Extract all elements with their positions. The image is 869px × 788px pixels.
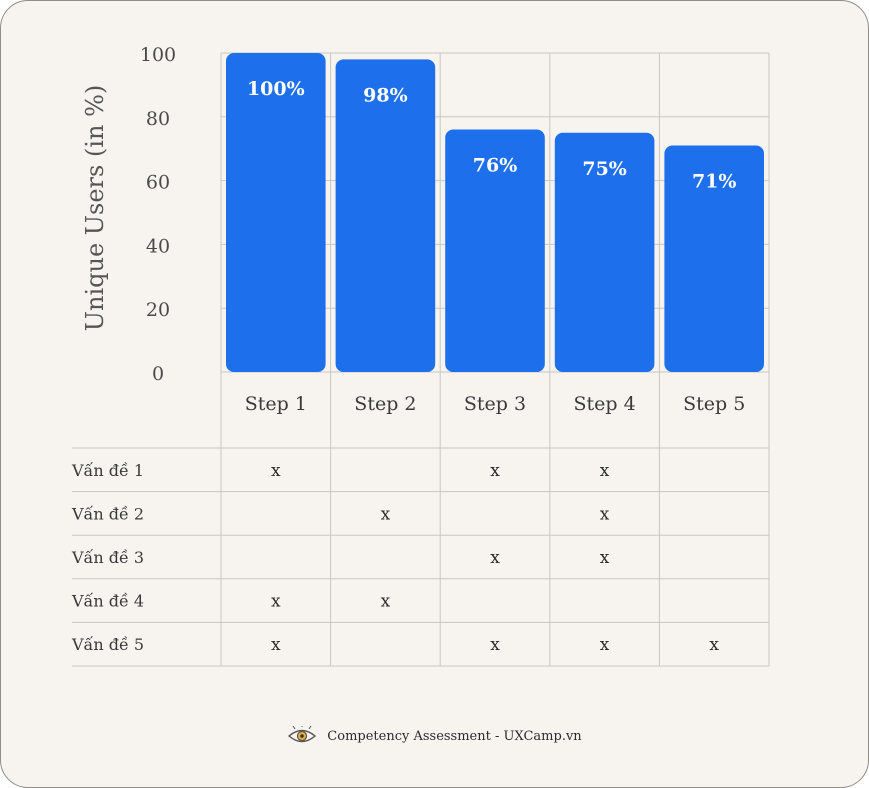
issue-row-label: Vấn đề 3	[71, 548, 144, 567]
bar	[664, 145, 764, 372]
issue-mark: x	[490, 548, 500, 568]
y-tick-label: 0	[152, 363, 164, 385]
y-tick-label: 60	[146, 172, 170, 194]
category-label: Step 4	[574, 393, 636, 415]
issue-mark: x	[271, 592, 281, 612]
issue-row-label: Vấn đề 1	[71, 461, 144, 480]
category-label: Step 3	[464, 393, 526, 415]
y-tick-label: 20	[146, 299, 170, 321]
category-label: Step 1	[245, 393, 307, 415]
bar-value-label: 71%	[692, 171, 737, 193]
category-label: Step 2	[354, 393, 416, 415]
category-label: Step 5	[683, 393, 745, 415]
bar	[335, 59, 436, 372]
issue-mark: x	[271, 635, 281, 655]
footer: Competency Assessment - UXCamp.vn	[0, 723, 869, 749]
issue-mark: x	[709, 635, 719, 655]
issue-row-label: Vấn đề 4	[71, 592, 144, 611]
issue-mark: x	[600, 548, 610, 568]
y-tick-label: 100	[140, 44, 176, 66]
y-tick-label: 40	[146, 235, 170, 257]
y-tick-label: 80	[146, 108, 170, 130]
issue-mark: x	[490, 461, 500, 481]
issue-mark: x	[600, 504, 610, 524]
bar-value-label: 75%	[582, 158, 627, 180]
bar	[554, 132, 655, 372]
issue-row-label: Vấn đề 5	[71, 635, 144, 654]
eye-logo-icon	[288, 726, 317, 743]
issue-mark: x	[600, 635, 610, 655]
bar-value-label: 100%	[247, 78, 305, 100]
footer-text: Competency Assessment - UXCamp.vn	[327, 728, 582, 744]
issue-row-label: Vấn đề 2	[71, 504, 144, 523]
bar-value-label: 98%	[363, 84, 408, 106]
issue-mark: x	[600, 461, 610, 481]
issue-mark: x	[381, 592, 391, 612]
bar	[226, 53, 326, 372]
y-axis-label: Unique Users (in %)	[81, 85, 109, 331]
issue-mark: x	[381, 504, 391, 524]
issue-mark: x	[271, 461, 281, 481]
issue-mark: x	[490, 635, 500, 655]
bar	[445, 129, 545, 372]
bar-value-label: 76%	[473, 155, 518, 177]
